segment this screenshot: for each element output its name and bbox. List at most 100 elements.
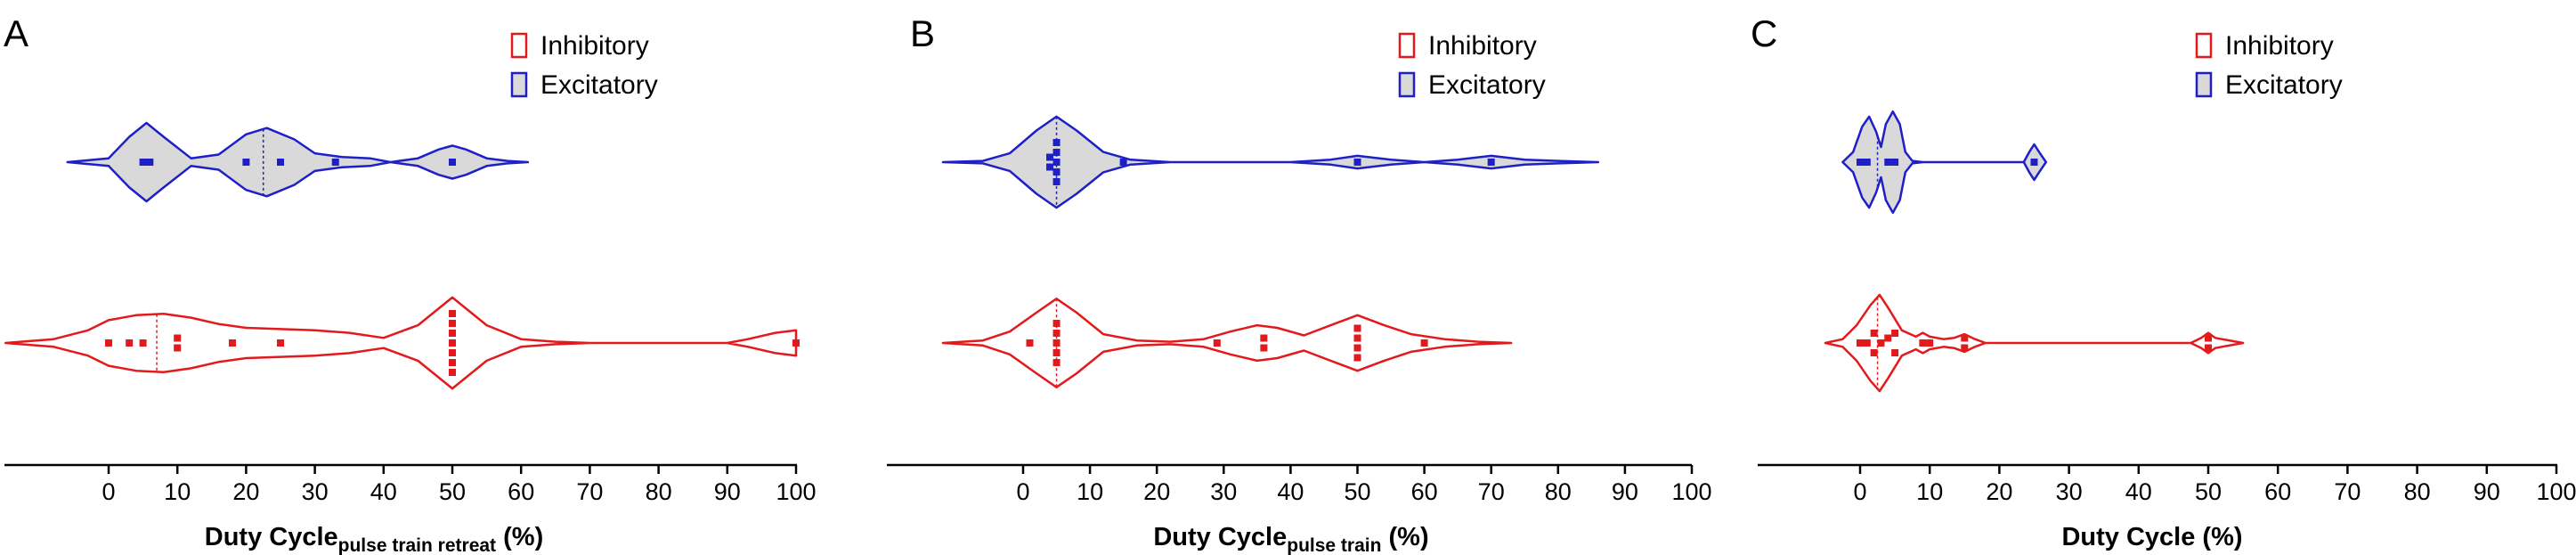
- violin-excitatory: [66, 121, 530, 203]
- x-tick-label: 60: [2264, 478, 2291, 505]
- legend-swatch-excitatory: [1398, 71, 1416, 98]
- violin-inhibitory: [1824, 293, 2245, 393]
- data-point-excitatory: [2030, 159, 2038, 166]
- data-point-inhibitory: [1877, 339, 1885, 347]
- data-point-inhibitory: [139, 339, 147, 347]
- data-point-inhibitory: [449, 320, 456, 327]
- data-point-inhibitory: [2205, 334, 2212, 342]
- data-point-inhibitory: [277, 339, 284, 347]
- data-point-excitatory: [1046, 163, 1054, 171]
- data-point-excitatory: [1052, 159, 1060, 166]
- data-point-inhibitory: [228, 339, 236, 347]
- data-point-excitatory: [1884, 159, 1892, 166]
- x-tick-label: 50: [2195, 478, 2222, 505]
- x-tick-label: 10: [1077, 478, 1103, 505]
- x-tick-label: 80: [646, 478, 672, 505]
- data-point-excitatory: [1052, 139, 1060, 146]
- data-point-excitatory: [1046, 153, 1054, 161]
- x-axis-title: Duty Cycle (%): [2061, 523, 2242, 551]
- data-point-inhibitory: [1863, 339, 1871, 347]
- data-point-inhibitory: [1919, 339, 1927, 347]
- data-point-excitatory: [331, 159, 339, 166]
- violin-outline-inhibitory: [4, 296, 798, 390]
- data-point-excitatory: [1119, 159, 1127, 166]
- data-point-inhibitory: [1926, 339, 1934, 347]
- data-point-excitatory: [1487, 159, 1495, 166]
- legend-label-excitatory: Excitatory: [2225, 70, 2343, 100]
- data-point-excitatory: [1052, 178, 1060, 185]
- data-point-inhibitory: [449, 349, 456, 356]
- x-tick-label: 70: [2334, 478, 2361, 505]
- panel-C: C Inhibitory Excitatory 0 10 20 30 40 50 60 70 80 90…: [1751, 12, 2576, 551]
- data-point-inhibitory: [1052, 330, 1060, 337]
- x-tick-label: 100: [2536, 478, 2576, 505]
- legend-swatch-inhibitory: [1398, 32, 1416, 59]
- data-point-inhibitory: [105, 339, 112, 347]
- legend-swatch-inhibitory: [2195, 32, 2213, 59]
- x-tick-label: 100: [1671, 478, 1711, 505]
- legend-label-inhibitory: Inhibitory: [1428, 31, 1537, 61]
- data-point-inhibitory: [449, 339, 456, 347]
- data-point-inhibitory: [1260, 344, 1268, 352]
- data-point-inhibitory: [1420, 339, 1428, 347]
- data-point-inhibitory: [1052, 349, 1060, 356]
- data-point-inhibitory: [1052, 320, 1060, 327]
- data-point-inhibitory: [1353, 324, 1361, 332]
- data-point-excitatory: [1891, 159, 1899, 166]
- data-point-inhibitory: [1052, 339, 1060, 347]
- data-point-excitatory: [277, 159, 284, 166]
- x-axis-title: Duty Cyclepulse train retreat (%): [205, 523, 543, 555]
- x-tick-label: 30: [1210, 478, 1237, 505]
- x-tick-label: 30: [302, 478, 329, 505]
- violin-inhibitory: [941, 298, 1513, 388]
- data-point-excitatory: [139, 159, 147, 166]
- x-tick-label: 60: [1411, 478, 1438, 505]
- data-point-inhibitory: [1052, 359, 1060, 366]
- data-point-excitatory: [1353, 159, 1361, 166]
- legend-swatch-inhibitory: [510, 32, 528, 59]
- x-tick-label: 20: [1986, 478, 2012, 505]
- violin-inhibitory: [4, 296, 800, 390]
- x-tick-label: 0: [102, 478, 115, 505]
- x-tick-label: 40: [1277, 478, 1304, 505]
- x-tick-label: 20: [232, 478, 259, 505]
- legend-swatch-excitatory: [510, 71, 528, 98]
- x-tick-label: 100: [776, 478, 816, 505]
- legend-label-inhibitory: Inhibitory: [2225, 31, 2334, 61]
- x-tick-label: 60: [508, 478, 534, 505]
- violin-outline-excitatory: [941, 115, 1600, 209]
- data-point-inhibitory: [1961, 334, 1969, 342]
- legend-label-excitatory: Excitatory: [1428, 70, 1546, 100]
- data-point-inhibitory: [1213, 339, 1221, 347]
- data-point-inhibitory: [1353, 354, 1361, 362]
- x-tick-label: 40: [370, 478, 397, 505]
- data-point-excitatory: [1052, 149, 1060, 156]
- x-tick-label: 80: [2404, 478, 2431, 505]
- data-point-excitatory: [242, 159, 250, 166]
- data-point-excitatory: [1052, 168, 1060, 175]
- data-point-inhibitory: [792, 339, 800, 347]
- data-point-inhibitory: [1961, 344, 1969, 352]
- data-point-excitatory: [1863, 159, 1871, 166]
- data-point-excitatory: [449, 159, 456, 166]
- x-tick-label: 10: [164, 478, 191, 505]
- violin-outline-inhibitory: [941, 298, 1513, 388]
- x-tick-label: 70: [576, 478, 603, 505]
- x-tick-label: 0: [1016, 478, 1029, 505]
- x-tick-label: 20: [1143, 478, 1170, 505]
- data-point-inhibitory: [1353, 334, 1361, 342]
- data-point-inhibitory: [1884, 334, 1892, 342]
- violin-outline-inhibitory: [1824, 293, 2245, 393]
- x-tick-label: 80: [1545, 478, 1572, 505]
- panel-B: B Inhibitory Excitatory 0 10 20 30 40 50 60 70 80 90…: [887, 12, 1712, 555]
- x-tick-label: 90: [2474, 478, 2500, 505]
- legend-label-excitatory: Excitatory: [540, 70, 658, 100]
- data-point-inhibitory: [174, 334, 182, 342]
- x-tick-label: 50: [1344, 478, 1370, 505]
- data-point-excitatory: [146, 159, 154, 166]
- data-point-inhibitory: [2205, 344, 2212, 352]
- data-point-inhibitory: [1870, 330, 1878, 337]
- x-tick-label: 90: [714, 478, 741, 505]
- data-point-inhibitory: [1891, 330, 1899, 337]
